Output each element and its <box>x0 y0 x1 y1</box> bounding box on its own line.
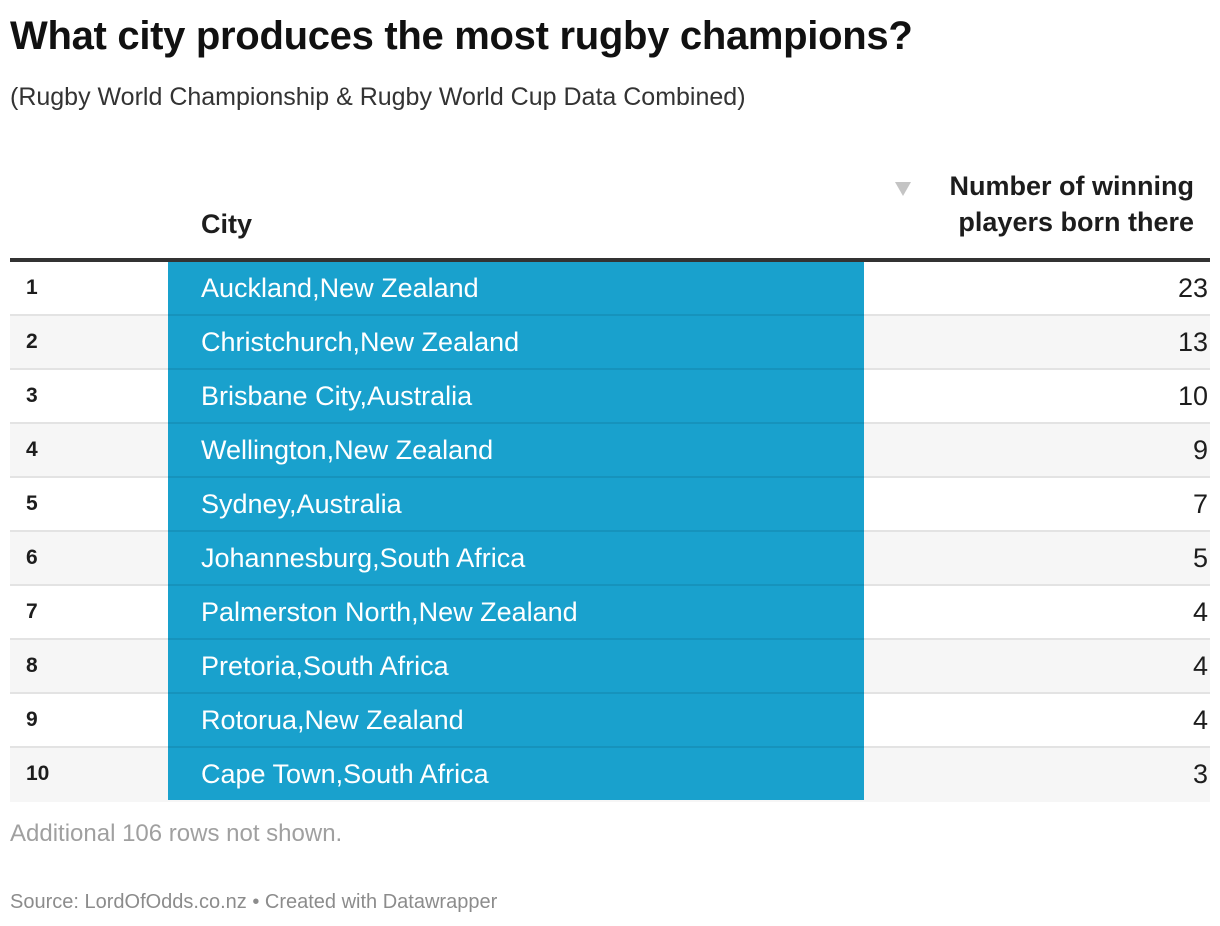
city-label: Auckland,New Zealand <box>201 273 479 303</box>
table-row: 10 Cape Town,South Africa 3 <box>10 748 1210 802</box>
column-header-number-line2: players born there <box>958 207 1194 237</box>
column-header-number[interactable]: Number of winning players born there <box>950 168 1194 240</box>
table-row: 6 Johannesburg,South Africa 5 <box>10 532 1210 586</box>
value-label: 23 <box>1177 273 1208 303</box>
city-label: Christchurch,New Zealand <box>201 327 520 357</box>
value-label: 9 <box>1192 435 1208 465</box>
city-highlight-bar: Cape Town,South Africa <box>168 748 864 800</box>
rank-label: 7 <box>26 600 38 623</box>
rows-not-shown-note: Additional 106 rows not shown. <box>10 820 343 847</box>
rank-label: 6 <box>26 546 38 569</box>
rank-label: 10 <box>26 762 50 785</box>
value-label: 7 <box>1192 489 1208 519</box>
city-highlight-bar: Palmerston North,New Zealand <box>168 586 864 640</box>
city-label: Wellington,New Zealand <box>201 435 494 465</box>
column-header-number-line1: Number of winning <box>949 171 1194 201</box>
city-highlight-bar: Wellington,New Zealand <box>168 424 864 478</box>
city-highlight-bar: Auckland,New Zealand <box>168 262 864 316</box>
city-label: Cape Town,South Africa <box>201 759 489 789</box>
value-label: 3 <box>1192 759 1208 789</box>
city-label: Brisbane City,Australia <box>201 381 473 411</box>
chart-subtitle: (Rugby World Championship & Rugby World … <box>10 83 746 111</box>
rank-label: 3 <box>26 384 38 407</box>
value-label: 10 <box>1177 381 1208 411</box>
city-highlight-bar: Pretoria,South Africa <box>168 640 864 694</box>
value-label: 13 <box>1177 327 1208 357</box>
city-highlight-bar: Christchurch,New Zealand <box>168 316 864 370</box>
table-row: 9 Rotorua,New Zealand 4 <box>10 694 1210 748</box>
value-label: 4 <box>1192 597 1208 627</box>
value-label: 4 <box>1192 651 1208 681</box>
city-highlight-bar: Sydney,Australia <box>168 478 864 532</box>
city-label: Palmerston North,New Zealand <box>201 597 578 627</box>
table-row: 5 Sydney,Australia 7 <box>10 478 1210 532</box>
table-row: 2 Christchurch,New Zealand 13 <box>10 316 1210 370</box>
rank-label: 1 <box>26 276 38 299</box>
rank-label: 5 <box>26 492 38 515</box>
city-label: Rotorua,New Zealand <box>201 705 464 735</box>
table-row: 3 Brisbane City,Australia 10 <box>10 370 1210 424</box>
city-label: Johannesburg,South Africa <box>201 543 526 573</box>
sort-descending-icon[interactable] <box>895 182 911 196</box>
rank-label: 9 <box>26 708 38 731</box>
table-row: 7 Palmerston North,New Zealand 4 <box>10 586 1210 640</box>
value-label: 4 <box>1192 705 1208 735</box>
data-table: City Number of winning players born ther… <box>10 166 1210 802</box>
chart-title: What city produces the most rugby champi… <box>10 14 913 58</box>
city-label: Sydney,Australia <box>201 489 402 519</box>
column-header-city[interactable]: City <box>201 209 253 239</box>
city-label: Pretoria,South Africa <box>201 651 449 681</box>
table-body: 1 Auckland,New Zealand 23 2 Christchurch,New… <box>10 262 1210 802</box>
rank-label: 8 <box>26 654 38 677</box>
table-row: 8 Pretoria,South Africa 4 <box>10 640 1210 694</box>
value-label: 5 <box>1192 543 1208 573</box>
city-highlight-bar: Brisbane City,Australia <box>168 370 864 424</box>
rank-label: 2 <box>26 330 38 353</box>
city-highlight-bar: Johannesburg,South Africa <box>168 532 864 586</box>
table-row: 1 Auckland,New Zealand 23 <box>10 262 1210 316</box>
city-highlight-bar: Rotorua,New Zealand <box>168 694 864 748</box>
table-header: City Number of winning players born ther… <box>10 166 1210 262</box>
table-row: 4 Wellington,New Zealand 9 <box>10 424 1210 478</box>
source-footer: Source: LordOfOdds.co.nz • Created with … <box>10 891 498 913</box>
rank-label: 4 <box>26 438 38 461</box>
